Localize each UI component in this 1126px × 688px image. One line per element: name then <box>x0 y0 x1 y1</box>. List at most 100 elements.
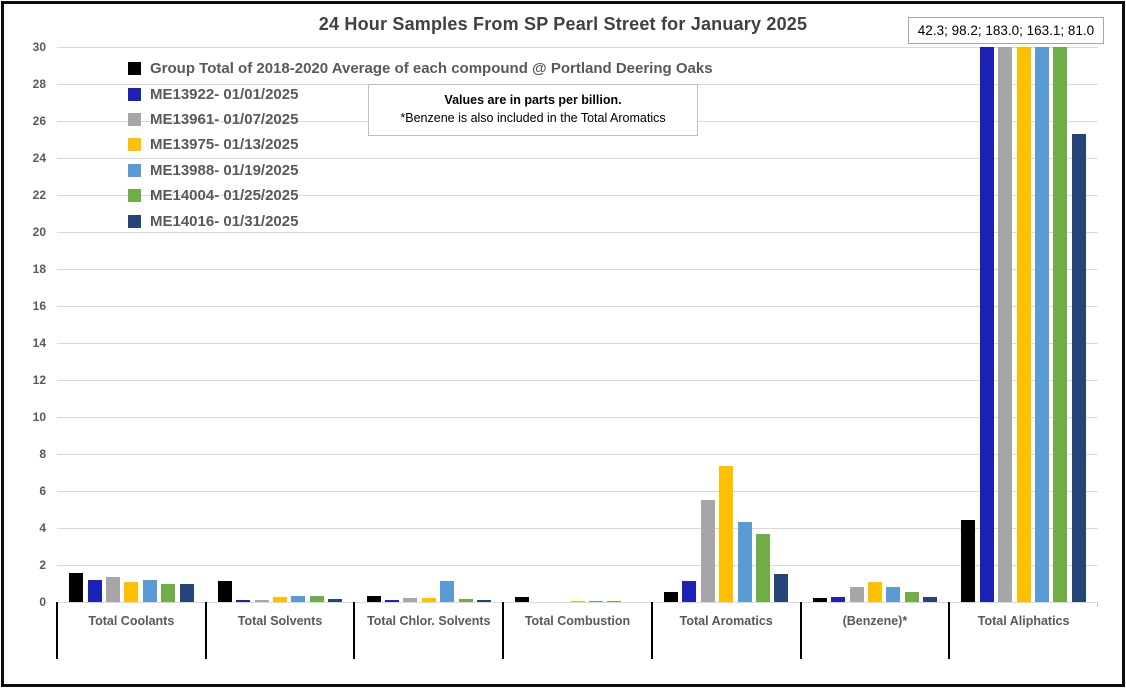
y-tick-label: 0 <box>39 595 46 609</box>
bar-series3-cat5 <box>867 581 882 602</box>
bar-series4-cat3 <box>588 601 603 602</box>
y-tick-label: 2 <box>39 558 46 572</box>
gridline <box>57 343 1098 344</box>
legend-item-1: ME13922- 01/01/2025 <box>128 81 713 106</box>
y-tick-label: 20 <box>32 225 46 239</box>
y-tick-label: 24 <box>32 151 46 165</box>
y-tick-label: 6 <box>39 484 46 498</box>
y-tick-label: 10 <box>32 410 46 424</box>
bar-series1-cat0 <box>87 579 102 602</box>
legend-swatch-icon <box>128 62 141 76</box>
units-note-line2: *Benzene is also included in the Total A… <box>400 111 666 125</box>
bar-series5-cat2 <box>458 599 473 602</box>
bar-series3-cat2 <box>421 598 436 602</box>
bar-series3-cat1 <box>273 597 288 602</box>
gridline <box>57 565 1098 566</box>
category-label: Total Coolants <box>88 614 175 628</box>
bar-series0-cat5 <box>812 598 827 602</box>
legend-item-0: Group Total of 2018-2020 Average of each… <box>128 56 713 81</box>
bar-series2-cat4 <box>700 500 715 602</box>
bar-series4-cat1 <box>291 596 306 602</box>
legend-label: ME13988- 01/19/2025 <box>150 161 299 179</box>
category-label: Total Aliphatics <box>977 614 1070 628</box>
bar-series0-cat3 <box>515 597 530 602</box>
legend-item-6: ME14016- 01/31/2025 <box>128 208 713 233</box>
bar-series5-cat0 <box>161 584 176 602</box>
bar-series4-cat6 <box>1035 47 1050 602</box>
bar-series3-cat6 <box>1016 47 1031 602</box>
bar-series2-cat6 <box>998 47 1013 602</box>
gridline <box>57 528 1098 529</box>
units-note-line1: Values are in parts per billion. <box>444 93 622 107</box>
gridline <box>57 491 1098 492</box>
legend-label: ME13975- 01/13/2025 <box>150 136 299 154</box>
bar-series3-cat4 <box>719 466 734 602</box>
legend: Group Total of 2018-2020 Average of each… <box>128 56 713 234</box>
legend-label: Group Total of 2018-2020 Average of each… <box>150 60 713 78</box>
category-separator <box>799 602 802 659</box>
bar-series1-cat1 <box>236 600 251 602</box>
category-separator <box>353 602 356 659</box>
bar-series5-cat3 <box>607 601 622 602</box>
bar-series6-cat5 <box>923 597 938 602</box>
bar-series4-cat2 <box>440 580 455 602</box>
category-label: Total Combustion <box>524 614 631 628</box>
gridline <box>57 47 1098 48</box>
bar-series6-cat1 <box>328 599 343 602</box>
legend-swatch-icon <box>128 112 141 126</box>
legend-swatch-icon <box>128 87 141 101</box>
gridline <box>57 306 1098 307</box>
units-note-box: Values are in parts per billion. *Benzen… <box>368 84 698 136</box>
bar-series0-cat6 <box>961 519 976 602</box>
bar-series1-cat6 <box>979 47 994 602</box>
y-tick-label: 26 <box>32 114 46 128</box>
gridline <box>57 417 1098 418</box>
bar-series2-cat1 <box>254 600 269 602</box>
bar-series1-cat5 <box>831 597 846 602</box>
chart-title: 24 Hour Samples From SP Pearl Street for… <box>318 14 808 34</box>
bar-series0-cat4 <box>664 591 678 602</box>
y-tick-label: 28 <box>32 77 46 91</box>
bar-series1-cat2 <box>384 600 399 602</box>
category-separator <box>948 602 951 659</box>
bar-series2-cat0 <box>105 577 120 602</box>
gridline <box>57 380 1098 381</box>
bar-series5-cat1 <box>309 595 324 602</box>
bar-series5-cat5 <box>904 591 919 602</box>
bar-series6-cat6 <box>1071 133 1086 602</box>
legend-label: ME13922- 01/01/2025 <box>150 85 299 103</box>
category-separator <box>502 602 505 659</box>
bar-series6-cat4 <box>774 574 789 602</box>
legend-label: ME14004- 01/25/2025 <box>150 187 299 205</box>
bar-series3-cat3 <box>570 601 585 602</box>
legend-swatch-icon <box>128 214 141 228</box>
legend-swatch-icon <box>128 138 141 152</box>
bar-series4-cat5 <box>886 587 901 602</box>
legend-item-2: ME13961- 01/07/2025 <box>128 107 713 132</box>
legend-label: ME13961- 01/07/2025 <box>150 110 299 128</box>
bar-series2-cat5 <box>849 587 864 602</box>
y-tick-label: 18 <box>32 262 46 276</box>
legend-swatch-icon <box>128 189 141 203</box>
y-tick-label: 30 <box>32 40 46 54</box>
y-tick-label: 22 <box>32 188 46 202</box>
bar-series0-cat1 <box>217 580 232 602</box>
category-label: Total Solvents <box>237 614 323 628</box>
gridline <box>57 232 1098 233</box>
overflow-values-box: 42.3; 98.2; 183.0; 163.1; 81.0 <box>908 17 1104 44</box>
legend-swatch-icon <box>128 163 141 177</box>
bar-series5-cat6 <box>1053 47 1068 602</box>
bar-series2-cat2 <box>403 598 418 602</box>
gridline <box>57 195 1098 196</box>
bar-series1-cat4 <box>682 580 697 602</box>
category-separator <box>56 602 58 659</box>
bar-series3-cat0 <box>124 581 139 602</box>
legend-label: ME14016- 01/31/2025 <box>150 212 299 230</box>
bar-series0-cat2 <box>366 595 381 602</box>
legend-item-5: ME14004- 01/25/2025 <box>128 183 713 208</box>
category-label: Total Chlor. Solvents <box>367 614 491 628</box>
bar-series6-cat2 <box>476 600 491 602</box>
bar-series4-cat0 <box>142 579 157 602</box>
gridline <box>57 269 1098 270</box>
bar-series6-cat0 <box>179 584 194 602</box>
